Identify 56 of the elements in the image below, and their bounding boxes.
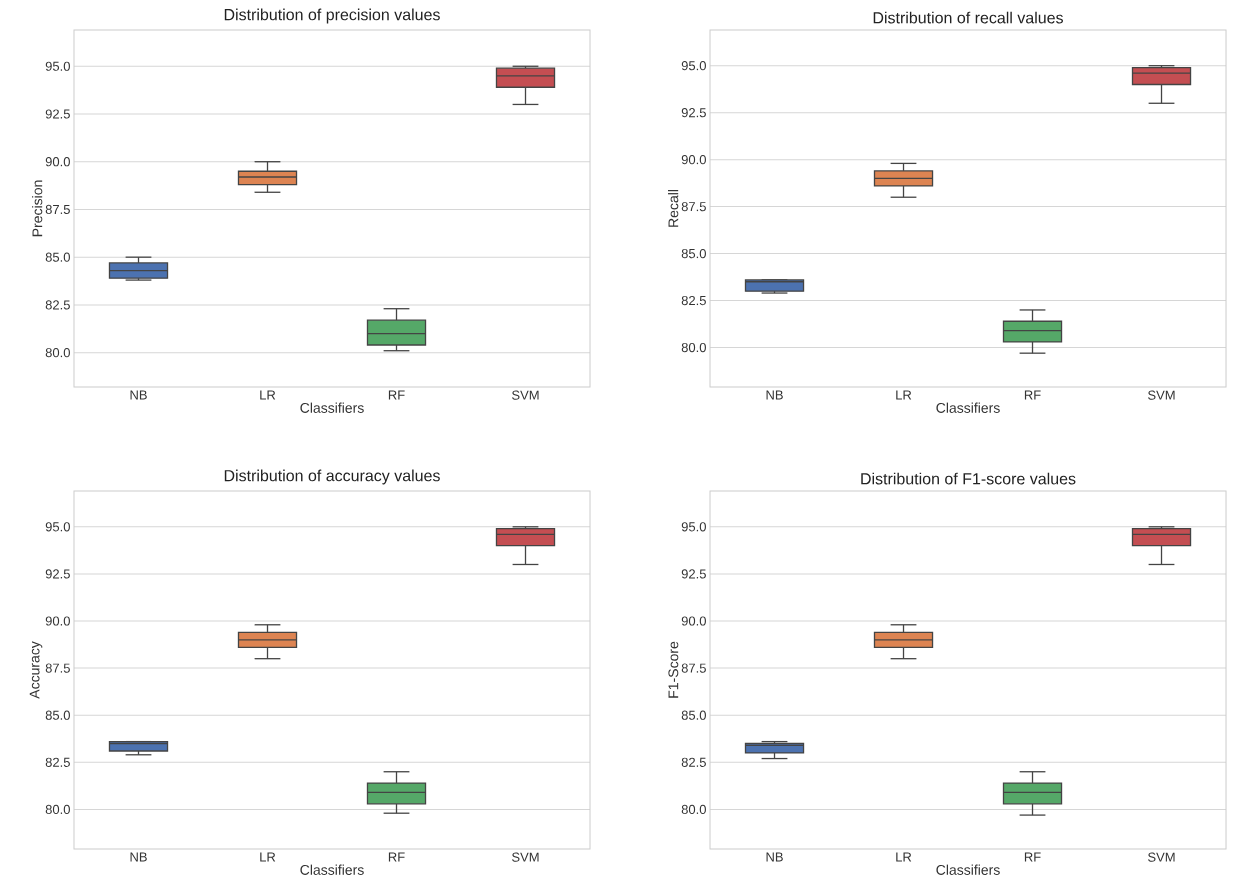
y-tick-label: 80.0 bbox=[681, 804, 706, 815]
x-tick-label: RF bbox=[388, 852, 405, 862]
y-tick-label: 90.0 bbox=[681, 155, 706, 165]
y-tick-label: 90.0 bbox=[45, 616, 70, 626]
y-tick-label: 85.0 bbox=[45, 710, 70, 720]
x-axis-title: Classifiers bbox=[936, 864, 1000, 875]
y-tick-label: 82.5 bbox=[681, 295, 706, 306]
x-axis-title: Classifiers bbox=[936, 402, 1000, 413]
chart-title: Distribution of precision values bbox=[224, 8, 440, 24]
x-tick-label: SVM bbox=[512, 852, 539, 862]
x-tick-label: NB bbox=[766, 852, 783, 862]
x-tick-label: SVM bbox=[512, 390, 539, 400]
x-tick-label: NB bbox=[766, 390, 783, 400]
y-tick-label: 87.5 bbox=[681, 202, 706, 212]
y-tick-label: 95.0 bbox=[681, 61, 706, 71]
y-tick-label: 87.5 bbox=[45, 204, 70, 215]
x-tick-label: RF bbox=[1024, 390, 1041, 400]
y-tick-label: 82.5 bbox=[681, 757, 706, 767]
y-axis-title: F1-Score bbox=[668, 641, 679, 698]
y-tick-label: 95.0 bbox=[45, 522, 70, 532]
y-tick-label: 85.0 bbox=[681, 248, 706, 259]
x-tick-label: NB bbox=[130, 852, 147, 862]
x-tick-label: SVM bbox=[1148, 852, 1175, 862]
y-tick-label: 87.5 bbox=[681, 663, 706, 673]
x-tick-label: RF bbox=[388, 390, 405, 400]
y-tick-label: 87.5 bbox=[45, 663, 70, 673]
y-tick-label: 85.0 bbox=[681, 710, 706, 720]
y-tick-label: 92.5 bbox=[45, 569, 70, 579]
y-tick-label: 82.5 bbox=[45, 757, 70, 767]
y-tick-label: 92.5 bbox=[45, 109, 70, 119]
y-axis-title: Precision bbox=[32, 180, 43, 237]
x-tick-label: RF bbox=[1024, 852, 1041, 862]
y-tick-label: 90.0 bbox=[681, 616, 706, 626]
chart-title: Distribution of F1-score values bbox=[861, 472, 1076, 485]
chart-title: Distribution of recall values bbox=[873, 11, 1063, 24]
y-tick-label: 95.0 bbox=[45, 61, 70, 71]
y-tick-label: 85.0 bbox=[45, 252, 70, 262]
x-tick-label: LR bbox=[896, 390, 912, 400]
y-tick-label: 80.0 bbox=[45, 804, 70, 815]
y-tick-label: 80.0 bbox=[45, 348, 70, 358]
x-tick-label: NB bbox=[130, 390, 147, 400]
x-axis-title: Classifiers bbox=[300, 864, 364, 875]
y-axis-title: Accuracy bbox=[29, 641, 43, 699]
y-axis-title: Recall bbox=[668, 189, 679, 227]
y-tick-label: 95.0 bbox=[681, 522, 706, 532]
y-tick-label: 92.5 bbox=[681, 108, 706, 118]
x-tick-label: SVM bbox=[1148, 390, 1175, 400]
chart-title: Distribution of accuracy values bbox=[224, 469, 440, 485]
x-tick-label: LR bbox=[260, 852, 276, 862]
x-tick-label: LR bbox=[260, 390, 276, 400]
y-tick-label: 82.5 bbox=[45, 300, 70, 310]
y-tick-label: 90.0 bbox=[45, 157, 70, 167]
y-tick-label: 80.0 bbox=[681, 342, 706, 353]
x-axis-title: Classifiers bbox=[300, 402, 364, 413]
x-tick-label: LR bbox=[896, 852, 912, 862]
y-tick-label: 92.5 bbox=[681, 569, 706, 579]
